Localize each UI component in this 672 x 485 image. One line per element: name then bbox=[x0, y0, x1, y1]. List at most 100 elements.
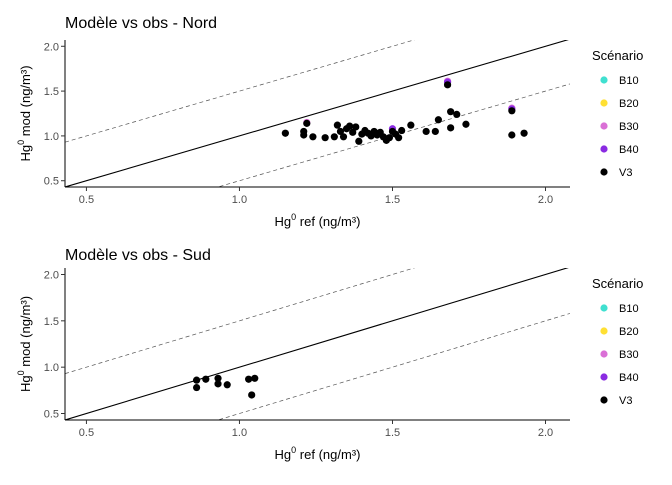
point-v3 bbox=[431, 127, 439, 136]
legend-label-b30: B30 bbox=[619, 349, 639, 361]
point-v3 bbox=[339, 133, 348, 141]
legend-label-b20: B20 bbox=[619, 98, 639, 110]
x-axis-label-sup: 0 bbox=[291, 212, 296, 222]
legend-title: Scénario bbox=[592, 48, 643, 63]
legend-label-b10: B10 bbox=[619, 303, 639, 315]
x-axis-label-unit: ref (ng/m³) bbox=[296, 214, 360, 229]
y-tick-label: 1.5 bbox=[44, 86, 59, 98]
y-axis-label-base: Hg bbox=[18, 145, 33, 162]
point-v3 bbox=[453, 110, 461, 118]
y-tick-label: 1.0 bbox=[44, 362, 59, 374]
legend: Scénario B10 B20 B30 B40 V3 bbox=[592, 276, 643, 407]
legend-label-v3: V3 bbox=[619, 395, 632, 407]
point-v3 bbox=[422, 127, 430, 136]
data-points bbox=[281, 77, 528, 145]
y-axis-label: Hg0 mod (ng/m³) bbox=[16, 296, 33, 392]
point-v3 bbox=[447, 124, 455, 132]
x-axis-label-sup: 0 bbox=[291, 445, 296, 455]
legend-key-b40 bbox=[600, 373, 608, 381]
point-v3 bbox=[251, 374, 259, 382]
point-v3 bbox=[309, 133, 317, 141]
x-tick-label: 0.5 bbox=[79, 427, 94, 439]
legend-label-b40: B40 bbox=[619, 372, 639, 384]
threshold-line-1 bbox=[65, 268, 416, 374]
y-tick-label: 1.0 bbox=[44, 131, 59, 143]
point-v3 bbox=[352, 123, 360, 131]
legend-key-b10 bbox=[600, 76, 608, 84]
point-v3 bbox=[281, 129, 289, 137]
point-v3 bbox=[300, 131, 308, 139]
legend-key-v3 bbox=[600, 168, 608, 176]
point-v3 bbox=[193, 383, 201, 392]
legend-key-b10 bbox=[600, 304, 608, 312]
point-v3 bbox=[447, 108, 455, 116]
x-axis-label: Hg0 ref (ng/m³) bbox=[275, 445, 361, 462]
legend-label-b10: B10 bbox=[619, 75, 639, 87]
x-tick-label: 1.5 bbox=[385, 194, 400, 206]
point-v3 bbox=[333, 121, 341, 129]
x-axis-label-unit: ref (ng/m³) bbox=[296, 447, 360, 462]
x-tick-label: 0.5 bbox=[79, 194, 94, 206]
threshold-line-2 bbox=[216, 83, 570, 187]
legend-title: Scénario bbox=[592, 276, 643, 291]
y-axis-label: Hg0 mod (ng/m³) bbox=[16, 65, 33, 161]
identity-line bbox=[65, 268, 569, 420]
x-axis-label-base: Hg bbox=[275, 447, 292, 462]
reference-lines bbox=[65, 268, 570, 420]
y-tick-label: 0.5 bbox=[44, 409, 59, 421]
point-v3 bbox=[303, 119, 311, 127]
chart-panel-1: Modèle vs obs - Nord 0.5 1.0 1.5 2.0 0.5 1.0 1.… bbox=[16, 15, 643, 229]
y-tick-label: 0.5 bbox=[44, 176, 59, 188]
point-v3 bbox=[443, 81, 452, 89]
point-v3 bbox=[355, 137, 363, 145]
x-tick-label: 1.5 bbox=[385, 427, 400, 439]
y-axis-label-sup: 0 bbox=[16, 140, 26, 145]
point-v3 bbox=[214, 380, 222, 388]
y-axis-label-unit: mod (ng/m³) bbox=[18, 296, 33, 370]
legend-key-v3 bbox=[600, 396, 608, 404]
y-axis-label-unit: mod (ng/m³) bbox=[18, 65, 33, 139]
legend-label-b30: B30 bbox=[619, 121, 639, 133]
legend-label-b20: B20 bbox=[619, 326, 639, 338]
point-v3 bbox=[321, 134, 329, 142]
legend-key-b20 bbox=[600, 327, 608, 335]
y-axis-label-base: Hg bbox=[18, 375, 33, 392]
threshold-line-1 bbox=[65, 40, 416, 143]
reference-lines bbox=[65, 40, 570, 187]
point-v3 bbox=[508, 107, 516, 115]
chart-title: Modèle vs obs - Nord bbox=[65, 15, 217, 32]
x-tick-label: 1.0 bbox=[232, 427, 247, 439]
y-tick-label: 2.0 bbox=[44, 41, 59, 53]
point-v3 bbox=[223, 381, 231, 389]
point-v3 bbox=[520, 129, 528, 137]
y-tick-label: 2.0 bbox=[44, 269, 59, 281]
point-v3 bbox=[385, 134, 394, 142]
y-tick-label: 1.5 bbox=[44, 316, 59, 328]
point-v3 bbox=[462, 120, 470, 128]
point-v3 bbox=[245, 375, 253, 383]
point-v3 bbox=[330, 133, 338, 141]
threshold-line-2 bbox=[216, 313, 570, 420]
legend-key-b30 bbox=[600, 122, 608, 130]
legend: Scénario B10 B20 B30 B40 V3 bbox=[592, 48, 643, 179]
point-v3 bbox=[336, 127, 345, 136]
legend-key-b40 bbox=[600, 145, 608, 153]
legend-label-v3: V3 bbox=[619, 167, 632, 179]
x-tick-label: 1.0 bbox=[232, 194, 247, 206]
point-v3 bbox=[248, 391, 256, 399]
y-axis-label-sup: 0 bbox=[16, 370, 26, 375]
data-points bbox=[193, 374, 259, 399]
point-v3 bbox=[202, 375, 210, 383]
x-axis-label-base: Hg bbox=[275, 214, 292, 229]
x-tick-label: 2.0 bbox=[538, 427, 553, 439]
point-v3 bbox=[395, 134, 403, 142]
identity-line bbox=[65, 40, 569, 187]
chart-panel-2: Modèle vs obs - Sud 0.5 1.0 1.5 2.0 0.5 1.0 1.5… bbox=[16, 247, 643, 462]
point-v3 bbox=[434, 116, 442, 124]
point-v3 bbox=[193, 376, 201, 384]
legend-label-b40: B40 bbox=[619, 144, 639, 156]
point-v3 bbox=[398, 126, 406, 135]
legend-key-b30 bbox=[600, 350, 608, 358]
